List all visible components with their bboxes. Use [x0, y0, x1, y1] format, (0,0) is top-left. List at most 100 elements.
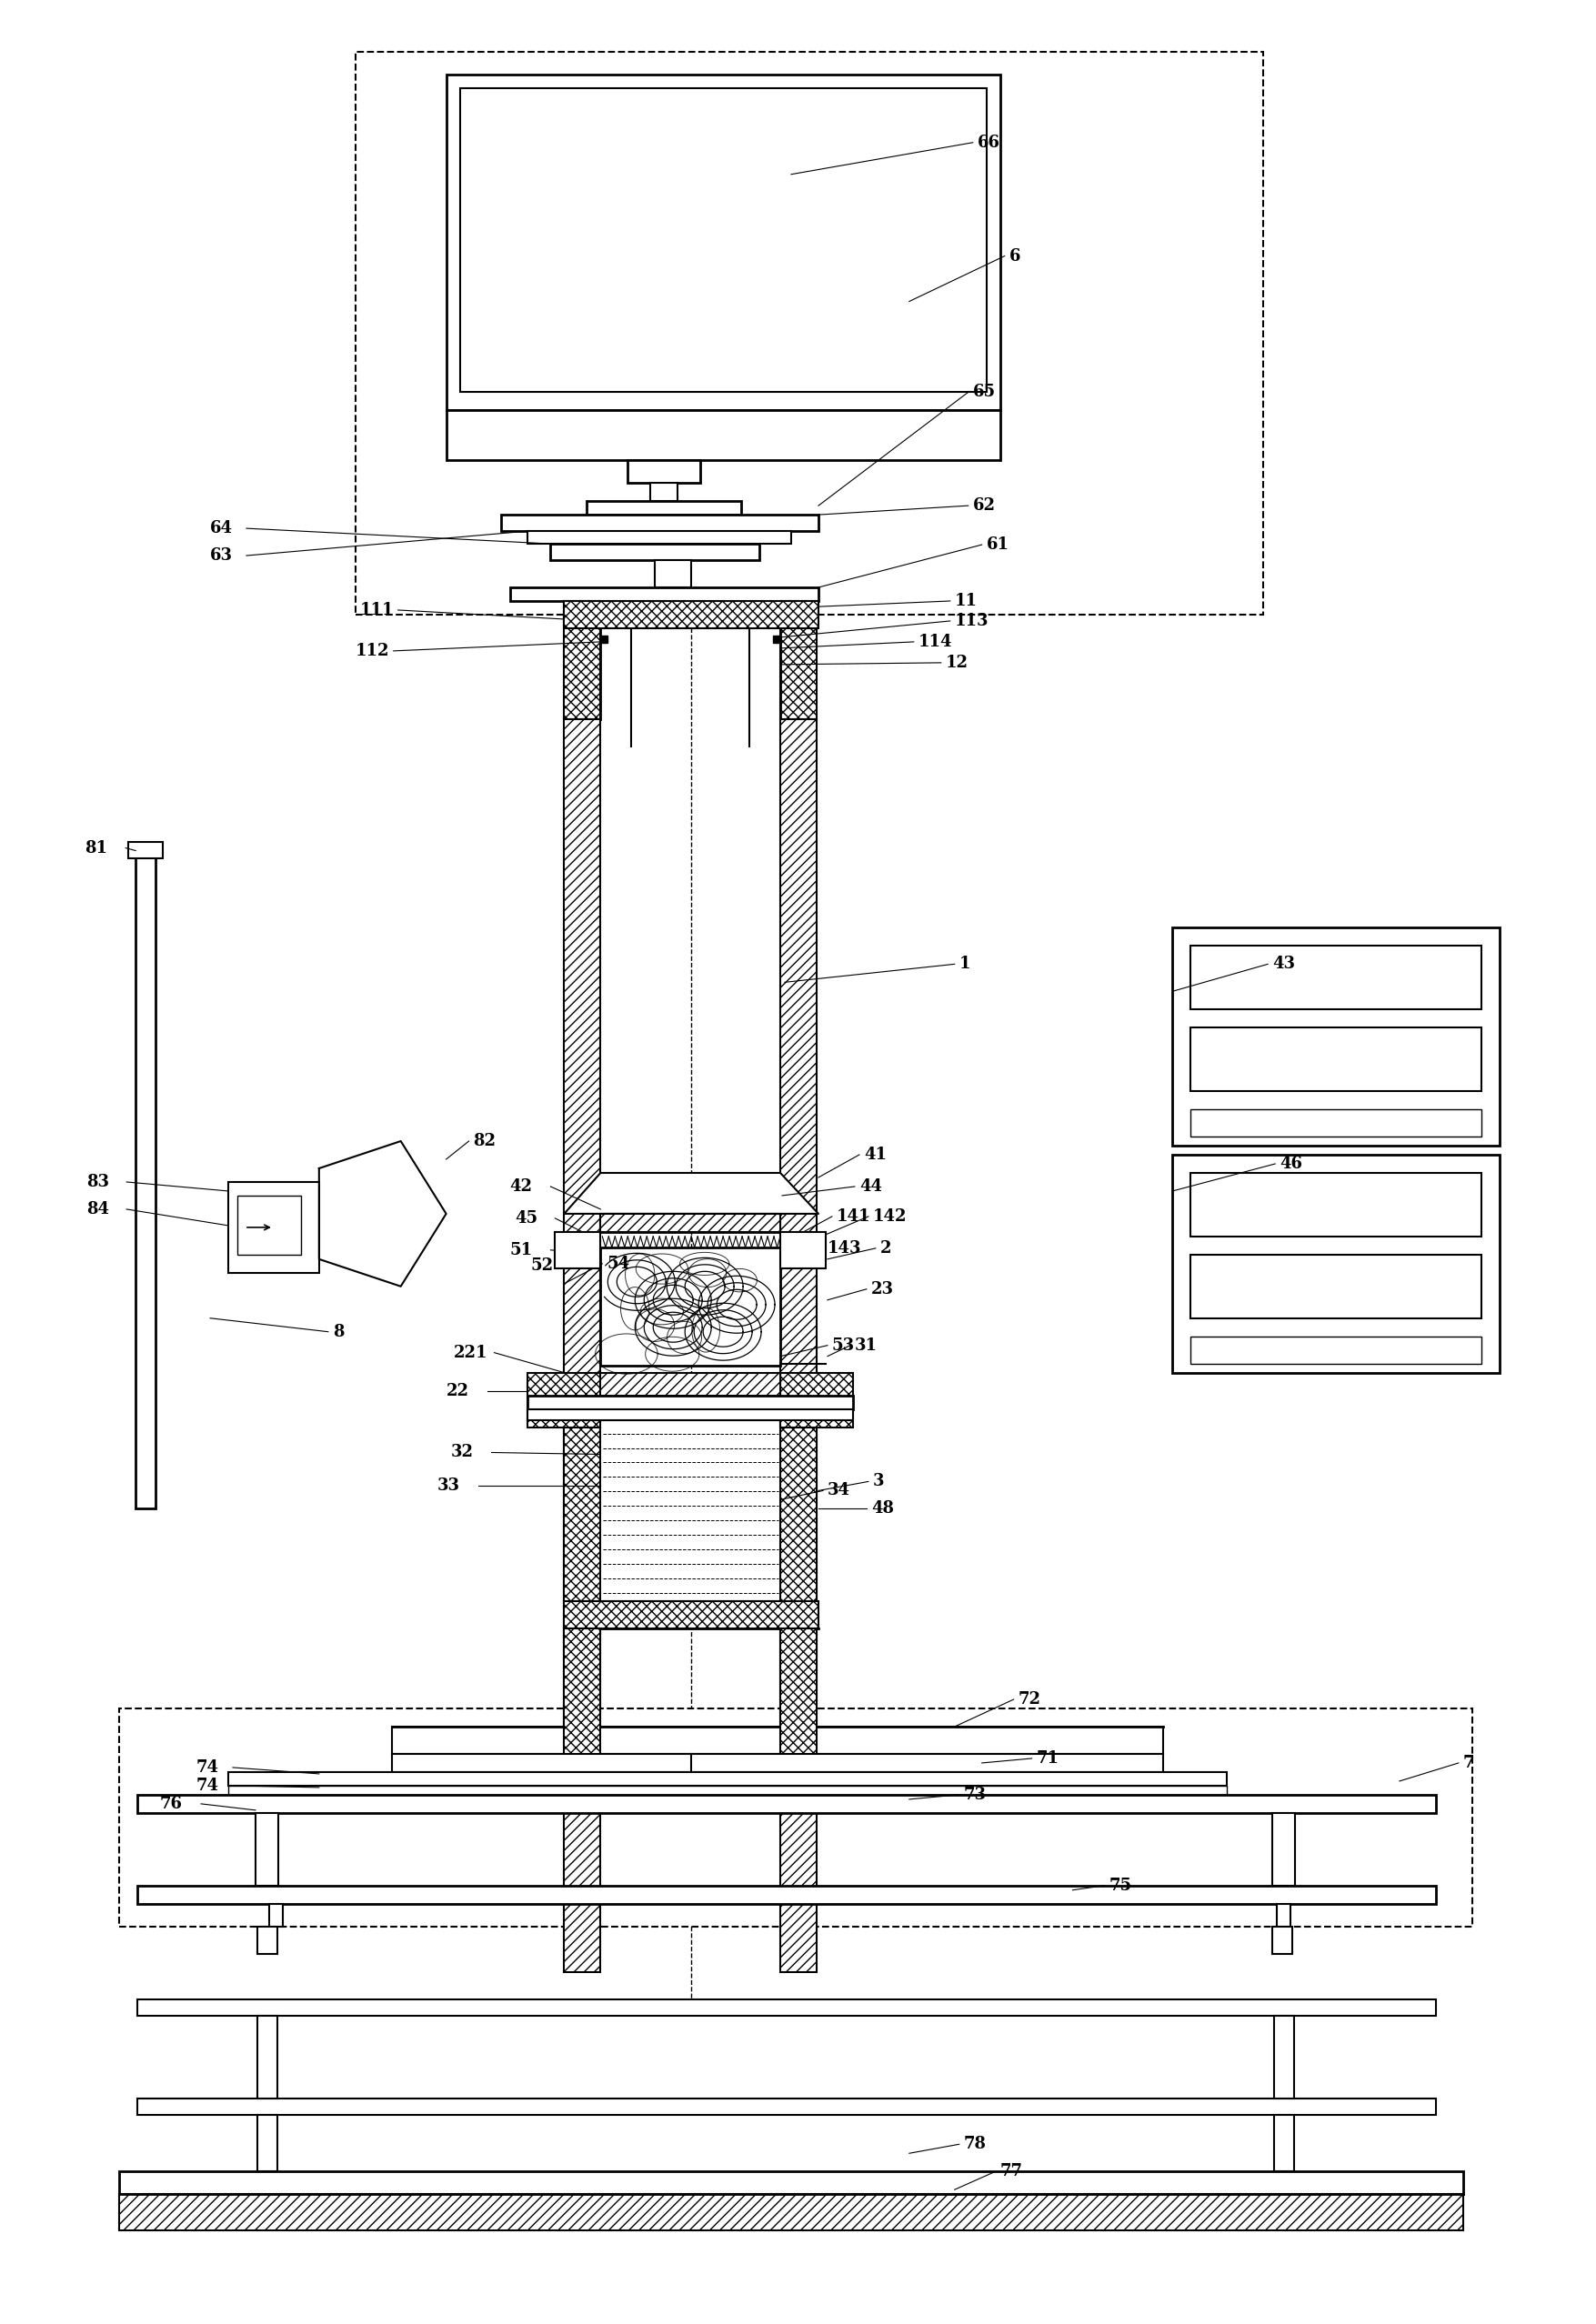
Bar: [528, 1408, 852, 1420]
Text: 63: 63: [211, 548, 233, 565]
Bar: [780, 1373, 852, 1427]
Bar: [528, 532, 790, 544]
Text: 61: 61: [986, 537, 1009, 553]
Text: 41: 41: [863, 1146, 886, 1162]
Text: 72: 72: [1018, 1692, 1041, 1708]
Text: 48: 48: [870, 1501, 894, 1518]
Bar: [600, 1373, 780, 1394]
Bar: [1272, 1813, 1294, 1885]
Bar: [257, 2015, 278, 2099]
Bar: [391, 1755, 1163, 1771]
Text: 22: 22: [445, 1383, 469, 1399]
Bar: [780, 718, 816, 1971]
Text: 221: 221: [453, 1346, 487, 1362]
Text: 142: 142: [873, 1208, 907, 1225]
Bar: [780, 602, 816, 718]
Text: 77: 77: [999, 2164, 1021, 2180]
Text: 32: 32: [450, 1443, 472, 1462]
Text: 3: 3: [873, 1473, 884, 1490]
Text: 76: 76: [160, 1796, 184, 1813]
Text: 141: 141: [836, 1208, 870, 1225]
Bar: [587, 502, 741, 514]
Bar: [136, 846, 155, 1508]
Bar: [600, 1213, 780, 1232]
Bar: [120, 1708, 1472, 1927]
Bar: [445, 411, 999, 460]
Bar: [772, 634, 780, 644]
Text: 7: 7: [1462, 1755, 1473, 1771]
Bar: [228, 1785, 1226, 1794]
Text: 12: 12: [945, 655, 967, 672]
Text: 81: 81: [85, 839, 107, 855]
Bar: [563, 1601, 819, 1629]
Bar: [563, 1420, 600, 1601]
Text: 46: 46: [1278, 1155, 1302, 1171]
Bar: [563, 1629, 600, 1810]
Bar: [137, 1794, 1435, 1813]
Text: 51: 51: [509, 1241, 533, 1257]
Text: 6: 6: [1009, 249, 1020, 265]
Bar: [1171, 1155, 1499, 1373]
Text: 53: 53: [832, 1336, 854, 1353]
Bar: [391, 1727, 1163, 1755]
Text: 64: 64: [211, 521, 233, 537]
Text: 66: 66: [977, 135, 999, 151]
Bar: [1191, 1255, 1481, 1318]
Bar: [137, 1885, 1435, 1903]
Text: 84: 84: [86, 1202, 109, 1218]
Bar: [650, 483, 677, 502]
Bar: [528, 1373, 600, 1427]
Bar: [600, 634, 608, 644]
Text: 43: 43: [1272, 955, 1294, 971]
Bar: [137, 2099, 1435, 2115]
Bar: [627, 460, 701, 483]
Text: 33: 33: [437, 1478, 460, 1494]
Text: 73: 73: [962, 1787, 986, 1803]
Text: 71: 71: [1036, 1750, 1058, 1766]
Bar: [509, 588, 819, 602]
Bar: [551, 544, 760, 560]
Text: 113: 113: [954, 614, 988, 630]
Text: 75: 75: [1108, 1878, 1132, 1894]
Text: 45: 45: [516, 1211, 538, 1227]
Text: 1: 1: [959, 955, 970, 971]
Bar: [270, 1903, 282, 1927]
Polygon shape: [563, 1174, 819, 1213]
Text: 2: 2: [879, 1241, 891, 1257]
Bar: [1274, 2015, 1293, 2099]
Bar: [1191, 946, 1481, 1009]
Text: 83: 83: [86, 1174, 109, 1190]
Bar: [600, 1420, 780, 1601]
Bar: [445, 74, 999, 411]
Text: 23: 23: [870, 1281, 894, 1297]
Text: 34: 34: [827, 1483, 849, 1499]
Bar: [128, 841, 163, 858]
Bar: [238, 1195, 300, 1255]
Text: 74: 74: [196, 1759, 219, 1776]
Bar: [1274, 2115, 1293, 2171]
Text: 74: 74: [196, 1778, 219, 1794]
Text: 65: 65: [972, 383, 994, 400]
Bar: [255, 1813, 278, 1885]
Text: 114: 114: [918, 634, 951, 651]
Bar: [1171, 927, 1499, 1146]
Bar: [356, 51, 1262, 614]
Text: 11: 11: [954, 593, 977, 609]
Bar: [1272, 1927, 1291, 1954]
Bar: [780, 1420, 816, 1601]
Bar: [501, 514, 819, 532]
Text: 143: 143: [827, 1241, 862, 1257]
Text: 31: 31: [854, 1336, 876, 1353]
Text: 54: 54: [606, 1255, 629, 1271]
Bar: [555, 1232, 600, 1269]
Bar: [528, 1394, 852, 1408]
Bar: [563, 602, 600, 718]
Text: 111: 111: [359, 602, 394, 618]
Bar: [1191, 1109, 1481, 1136]
Bar: [137, 1999, 1435, 2015]
Text: 62: 62: [972, 497, 994, 514]
Bar: [257, 2115, 278, 2171]
Bar: [1191, 1174, 1481, 1236]
Bar: [563, 718, 600, 1971]
Text: 42: 42: [509, 1178, 531, 1195]
